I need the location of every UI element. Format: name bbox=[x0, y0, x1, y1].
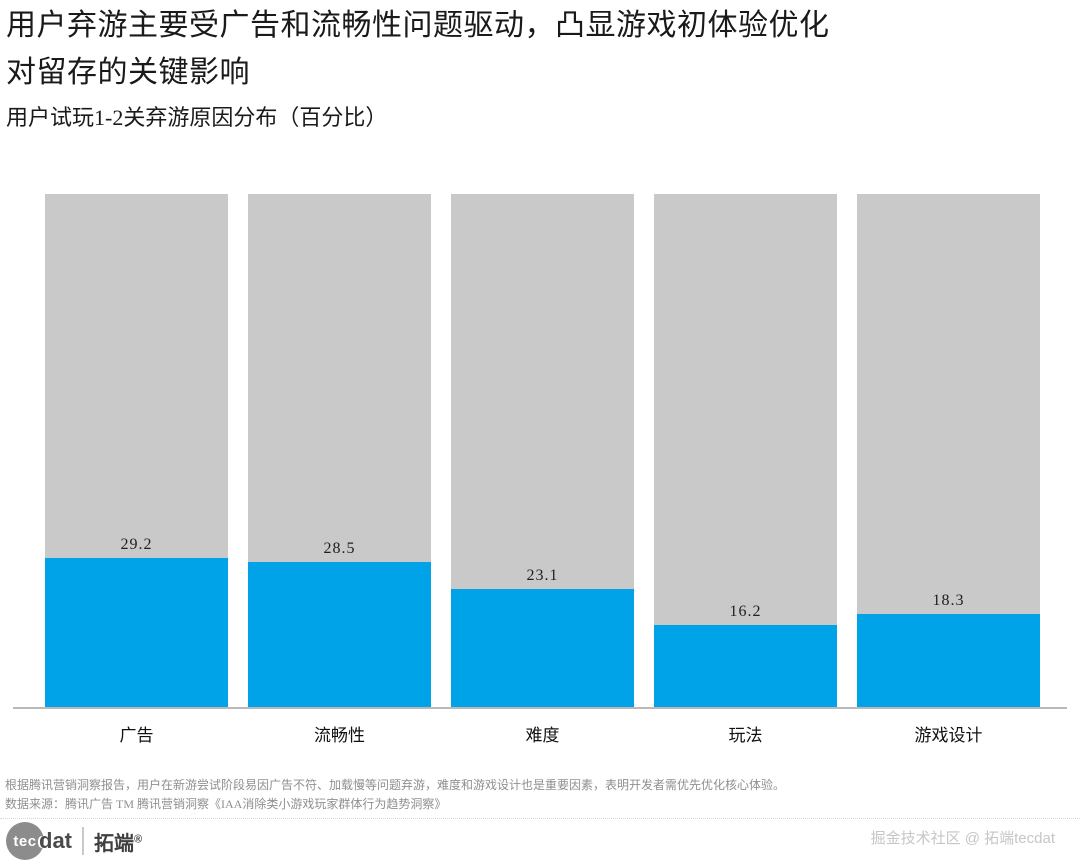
bar-category-label: 游戏设计 bbox=[914, 726, 983, 745]
bar-fill bbox=[45, 557, 228, 708]
chart-title: 用户弃游主要受广告和流畅性问题驱动，凸显游戏初体验优化 对留存的关键影响 bbox=[6, 2, 1070, 96]
bar-fill bbox=[857, 613, 1040, 708]
bar-background: 29.2 bbox=[45, 194, 228, 708]
bar-group-gameplay: 16.2 玩法 bbox=[654, 194, 837, 745]
bar-value-label: 18.3 bbox=[932, 591, 965, 609]
bar-value-label: 16.2 bbox=[729, 602, 762, 620]
bar-group-game-design: 18.3 游戏设计 bbox=[857, 194, 1040, 745]
bar-background: 18.3 bbox=[857, 194, 1040, 708]
bar-group-smoothness: 28.5 流畅性 bbox=[248, 194, 431, 745]
bar-background: 23.1 bbox=[451, 194, 634, 708]
bar-category-label: 玩法 bbox=[728, 726, 763, 745]
bar-background: 16.2 bbox=[654, 194, 837, 708]
bar-fill bbox=[654, 624, 837, 708]
footnotes: 根据腾讯营销洞察报告，用户在新游尝试阶段易因广告不符、加载慢等问题弃游，难度和游… bbox=[5, 776, 1070, 814]
bar-fill bbox=[451, 589, 634, 708]
chart-header: 用户弃游主要受广告和流畅性问题驱动，凸显游戏初体验优化 对留存的关键影响 用户试… bbox=[6, 2, 1070, 131]
bar-chart: 29.2 广告 28.5 流畅性 23.1 难度 16.2 玩法 bbox=[45, 194, 1040, 745]
tecdat-logo-chinese: 拓端® bbox=[94, 832, 143, 855]
registered-mark: ® bbox=[134, 832, 143, 845]
logo-divider bbox=[82, 827, 84, 855]
bar-value-label: 23.1 bbox=[526, 567, 559, 585]
bar-category-label: 广告 bbox=[119, 726, 154, 745]
footer-divider bbox=[0, 818, 1080, 819]
chart-subtitle: 用户试玩1-2关弃游原因分布（百分比） bbox=[6, 105, 388, 130]
bar-value-label: 28.5 bbox=[323, 539, 356, 557]
footnote-analysis: 根据腾讯营销洞察报告，用户在新游尝试阶段易因广告不符、加载慢等问题弃游，难度和游… bbox=[5, 778, 786, 792]
bar-group-difficulty: 23.1 难度 bbox=[451, 194, 634, 745]
chart-title-line2: 对留存的关键影响 bbox=[6, 56, 250, 89]
bar-category-label: 流畅性 bbox=[314, 726, 365, 745]
chart-title-line1: 用户弃游主要受广告和流畅性问题驱动，凸显游戏初体验优化 bbox=[6, 9, 830, 42]
x-axis-line bbox=[13, 707, 1067, 709]
bar-category-label: 难度 bbox=[525, 726, 560, 745]
footer-logo: tec dat 拓端® bbox=[6, 821, 142, 861]
watermark: 掘金技术社区 @ 拓端tecdat bbox=[870, 830, 1055, 847]
tecdat-logo-circle: tec bbox=[6, 822, 44, 860]
bar-value-label: 29.2 bbox=[120, 535, 153, 553]
bar-fill bbox=[248, 561, 431, 708]
bar-background: 28.5 bbox=[248, 194, 431, 708]
footnote-source: 数据来源：腾讯广告 TM 腾讯营销洞察《IAA消除类小游戏玩家群体行为趋势洞察》 bbox=[5, 797, 447, 811]
tecdat-logo-text: dat bbox=[39, 828, 72, 853]
bar-group-ads: 29.2 广告 bbox=[45, 194, 228, 745]
